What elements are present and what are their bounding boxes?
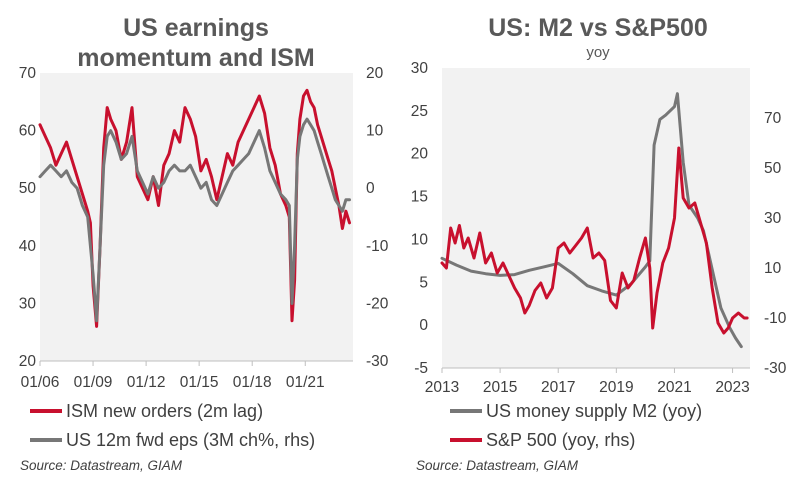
left-right-axis-tick-label: 20 [366, 65, 384, 82]
left-x-axis-tick-label: 01/21 [286, 374, 325, 391]
legend-label-ism: ISM new orders (2m lag) [66, 401, 263, 421]
right-right-axis-tick-label: 50 [764, 160, 782, 177]
legend-label-sp500: S&P 500 (yoy, rhs) [486, 430, 635, 450]
left-x-axis-tick-label: 01/15 [180, 374, 219, 391]
right-right-axis-tick-label: -30 [764, 360, 787, 377]
left-source-note: Source: Datastream, GIAM [20, 458, 183, 473]
left-chart-title-line-2: momentum and ISM [77, 44, 315, 72]
right-chart-left-axis-ticks: -5 0 5 10 15 20 25 30 [411, 60, 429, 377]
legend-label-m2: US money supply M2 (yoy) [486, 401, 702, 421]
right-left-axis-tick-label: 5 [419, 274, 428, 291]
left-series-line-2 [38, 117, 351, 323]
right-series-line-2 [440, 146, 749, 335]
right-left-axis-tick-label: 25 [411, 103, 428, 120]
left-right-axis-tick-label: -20 [366, 295, 389, 312]
left-right-axis-tick-label: -30 [366, 353, 389, 370]
right-right-axis-tick-label: 70 [764, 110, 782, 127]
left-left-axis-tick-label: 40 [19, 238, 37, 255]
left-left-axis-tick-label: 70 [19, 65, 37, 82]
left-x-axis-tick-label: 01/18 [233, 374, 272, 391]
left-left-axis-tick-label: 30 [19, 295, 37, 312]
right-chart-x-axis-ticks: 2013 2015 2017 2019 2021 2023 [425, 368, 750, 396]
left-chart-title-line-1: US earnings [123, 14, 269, 42]
right-source-note: Source: Datastream, GIAM [416, 458, 579, 473]
left-chart-right-axis-ticks: -30 -20 -10 0 10 20 [366, 65, 389, 370]
left-x-axis-tick-label: 01/06 [21, 374, 60, 391]
right-right-axis-tick-label: 10 [764, 260, 782, 277]
right-x-axis-tick-label: 2019 [599, 379, 633, 396]
right-x-axis-tick-label: 2017 [541, 379, 575, 396]
right-chart-title: US: M2 vs S&P500 [488, 14, 708, 42]
right-left-axis-tick-label: -5 [414, 360, 428, 377]
right-left-axis-tick-label: 10 [411, 231, 429, 248]
right-right-axis-tick-label: 30 [764, 210, 782, 227]
right-left-axis-tick-label: 15 [411, 189, 428, 206]
right-chart-subtitle: yoy [586, 44, 610, 61]
left-x-axis-tick-label: 01/12 [127, 374, 166, 391]
right-right-axis-tick-label: -10 [764, 310, 787, 327]
left-right-axis-tick-label: -10 [366, 238, 389, 255]
left-chart-series [38, 88, 351, 328]
left-x-axis-tick-label: 01/09 [74, 374, 113, 391]
left-right-axis-tick-label: 10 [366, 123, 384, 140]
right-left-axis-tick-label: 0 [419, 317, 428, 334]
right-x-axis-tick-label: 2013 [425, 379, 459, 396]
right-chart-series [440, 92, 749, 349]
left-chart-left-axis-ticks: 20 30 40 50 60 70 [19, 65, 37, 370]
right-x-axis-tick-label: 2021 [657, 379, 691, 396]
right-left-axis-tick-label: 30 [411, 60, 429, 77]
legend-label-eps: US 12m fwd eps (3M ch%, rhs) [66, 430, 315, 450]
left-left-axis-tick-label: 60 [19, 123, 37, 140]
left-left-axis-tick-label: 20 [19, 353, 37, 370]
left-right-axis-tick-label: 0 [366, 180, 375, 197]
left-chart-x-axis-ticks: 01/06 01/09 01/12 01/15 01/18 01/21 [21, 361, 325, 391]
right-chart-right-axis-ticks: -30 -10 10 30 50 70 [764, 110, 787, 377]
right-plot-area [442, 68, 750, 368]
left-left-axis-tick-label: 50 [19, 180, 37, 197]
right-x-axis-tick-label: 2023 [715, 379, 749, 396]
right-x-axis-tick-label: 2015 [483, 379, 517, 396]
right-left-axis-tick-label: 20 [411, 146, 429, 163]
